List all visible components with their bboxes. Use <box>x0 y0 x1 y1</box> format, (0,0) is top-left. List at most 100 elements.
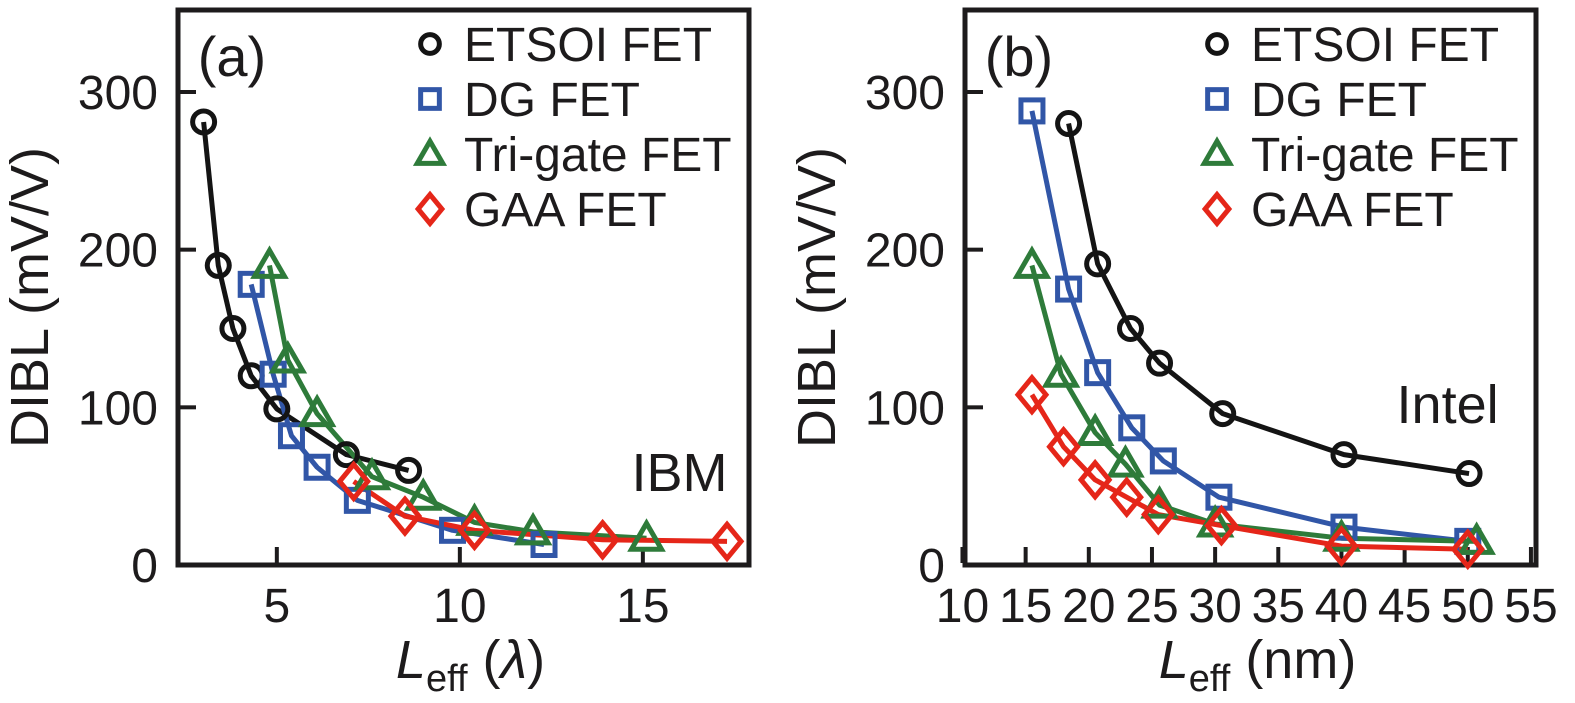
series-line-etsoi-fet <box>1066 123 1470 477</box>
square-marker <box>237 270 265 298</box>
x-tick-label-45: 45 <box>1378 580 1431 633</box>
triangle-marker <box>1041 354 1081 388</box>
square-marker <box>1018 97 1046 125</box>
diamond-marker <box>1141 493 1176 536</box>
series-markers-etsoi-fet <box>190 108 423 484</box>
triangle-marker <box>1012 245 1052 279</box>
data-line <box>267 264 647 541</box>
legend-label: DG FET <box>464 74 640 127</box>
circle-marker <box>1455 460 1483 488</box>
circle-marker <box>1055 110 1083 138</box>
x-tick-label-10: 10 <box>433 580 486 633</box>
triangle-marker <box>412 136 448 166</box>
legend-label: ETSOI FET <box>1251 19 1499 72</box>
square-marker <box>277 422 305 450</box>
x-axis-label: Leff (nm) <box>1159 630 1357 700</box>
y-axis-label: DIBL (mV/V) <box>787 147 847 448</box>
square-marker <box>1084 359 1112 387</box>
y-tick-label-100: 100 <box>865 382 945 435</box>
circle-marker <box>418 32 442 56</box>
x-tick-label-30: 30 <box>1188 580 1241 633</box>
circle-marker <box>1084 250 1112 278</box>
triangle-marker <box>1106 444 1145 478</box>
square-marker <box>418 87 442 111</box>
triangle-marker <box>403 477 443 511</box>
data-line <box>352 479 728 544</box>
data-line <box>1066 123 1470 477</box>
square-marker <box>1118 414 1146 442</box>
series-markers-gaa-fet <box>336 460 745 563</box>
panel-letter: (a) <box>198 25 266 88</box>
diamond-marker <box>1450 528 1486 571</box>
x-axis: 10 15 20 25 30 35 40 45 50 55 <box>936 547 1558 633</box>
circle-marker <box>1330 441 1358 469</box>
triangle-marker <box>513 511 553 546</box>
x-tick-label-40: 40 <box>1315 580 1368 633</box>
diamond-marker <box>457 509 492 552</box>
x-tick-label-10: 10 <box>936 580 989 633</box>
x-tick-label-15: 15 <box>999 580 1052 633</box>
diamond-marker <box>414 190 446 228</box>
square-marker <box>1330 513 1358 541</box>
legend-item-etsoi-fet: ETSOI FET <box>1205 19 1499 72</box>
x-tick-label-5: 5 <box>263 580 290 633</box>
series-markers-dg-fet <box>1018 97 1482 555</box>
diamond-marker <box>1014 373 1050 416</box>
x-tick-label-20: 20 <box>1062 580 1115 633</box>
series-markers-tri-gate-fet <box>250 245 666 552</box>
panel-b: 10 15 20 25 30 35 40 45 50 55 0 100 200 300 ETSOI FET D… <box>787 0 1575 703</box>
y-axis: 0 100 200 300 <box>78 67 196 593</box>
legend-label: GAA FET <box>1251 184 1454 237</box>
y-tick-label-0: 0 <box>131 540 158 593</box>
square-marker <box>1205 87 1229 111</box>
triangle-marker <box>250 245 289 279</box>
y-axis-label: DIBL (mV/V) <box>0 147 60 448</box>
x-tick-label-35: 35 <box>1252 580 1305 633</box>
legend-label: ETSOI FET <box>464 19 712 72</box>
data-line <box>201 121 410 473</box>
y-tick-label-200: 200 <box>78 225 158 278</box>
triangle-marker <box>297 393 337 428</box>
series-line-dg-fet <box>1029 110 1469 544</box>
circle-marker <box>1146 349 1174 377</box>
square-marker <box>303 453 331 481</box>
diamond-marker <box>1204 504 1239 547</box>
legend-item-dg-fet: DG FET <box>418 74 640 127</box>
x-tick-label-50: 50 <box>1441 580 1494 633</box>
legend-item-tri-gate-fet: Tri-gate FET <box>1199 129 1519 182</box>
axes-box <box>962 7 1539 568</box>
diamond-marker <box>585 518 620 561</box>
legend-label: GAA FET <box>464 184 667 237</box>
diamond-marker <box>336 460 371 503</box>
legend-label: Tri-gate FET <box>1251 129 1519 182</box>
x-axis-label: Leff (λ) <box>396 630 545 700</box>
circle-marker <box>332 441 360 469</box>
y-tick-label-200: 200 <box>865 225 945 278</box>
series-markers-etsoi-fet <box>1055 110 1483 488</box>
square-marker <box>1055 275 1083 303</box>
diamond-marker <box>1109 476 1144 519</box>
square-marker <box>259 360 287 388</box>
y-tick-label-0: 0 <box>918 540 945 593</box>
diamond-marker <box>709 520 745 563</box>
circle-marker <box>219 314 247 342</box>
series-line-etsoi-fet <box>201 121 410 473</box>
legend-item-gaa-fet: GAA FET <box>414 184 667 237</box>
y-tick-label-100: 100 <box>78 382 158 435</box>
annotation-intel: Intel <box>1397 375 1499 435</box>
panel-a: 5 10 15 0 100 200 300 ETSOI FET DG FET Tri-gate F… <box>0 7 752 700</box>
data-line <box>248 283 545 547</box>
triangle-marker <box>627 518 666 552</box>
y-tick-label-300: 300 <box>865 67 945 120</box>
circle-marker <box>204 251 232 279</box>
diamond-marker <box>1046 425 1081 468</box>
x-tick-label-25: 25 <box>1125 580 1178 633</box>
panel-letter: (b) <box>985 25 1053 88</box>
data-line <box>1029 110 1469 544</box>
x-axis: 5 10 15 <box>263 547 670 633</box>
data-line <box>1029 393 1468 552</box>
